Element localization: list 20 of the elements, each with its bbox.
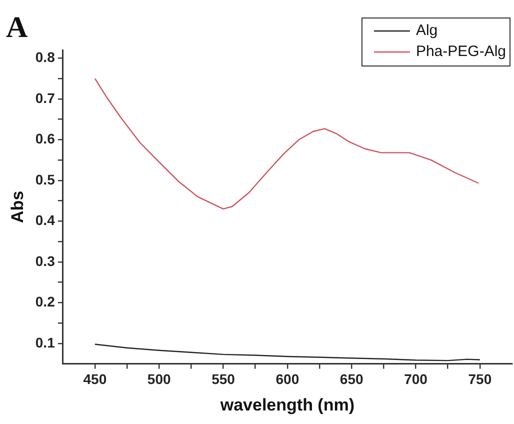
x-tick-label: 650 bbox=[340, 371, 364, 388]
y-axis-title: Abs bbox=[8, 190, 27, 223]
chart-title: A bbox=[6, 10, 28, 44]
x-axis-title: wavelength (nm) bbox=[219, 395, 354, 414]
x-tick-label: 750 bbox=[468, 371, 492, 388]
x-tick-label: 550 bbox=[212, 371, 236, 388]
y-tick-label: 0.7 bbox=[35, 90, 56, 106]
y-tick-label: 0.3 bbox=[35, 252, 56, 269]
x-tick-label: 500 bbox=[147, 371, 171, 388]
y-tick-label: 0.6 bbox=[35, 130, 56, 147]
y-tick-label: 0.2 bbox=[35, 294, 56, 310]
legend-label: Pha-PEG-Alg bbox=[416, 43, 506, 60]
y-tick-label: 0.1 bbox=[35, 334, 56, 350]
y-tick-label: 0.8 bbox=[35, 49, 56, 66]
x-tick-label: 700 bbox=[404, 371, 428, 388]
x-tick-label: 450 bbox=[83, 371, 107, 388]
legend-label: Alg bbox=[416, 22, 438, 40]
y-tick-label: 0.4 bbox=[35, 212, 56, 228]
x-tick-label: 600 bbox=[276, 371, 300, 388]
y-tick-label: 0.5 bbox=[35, 171, 56, 188]
